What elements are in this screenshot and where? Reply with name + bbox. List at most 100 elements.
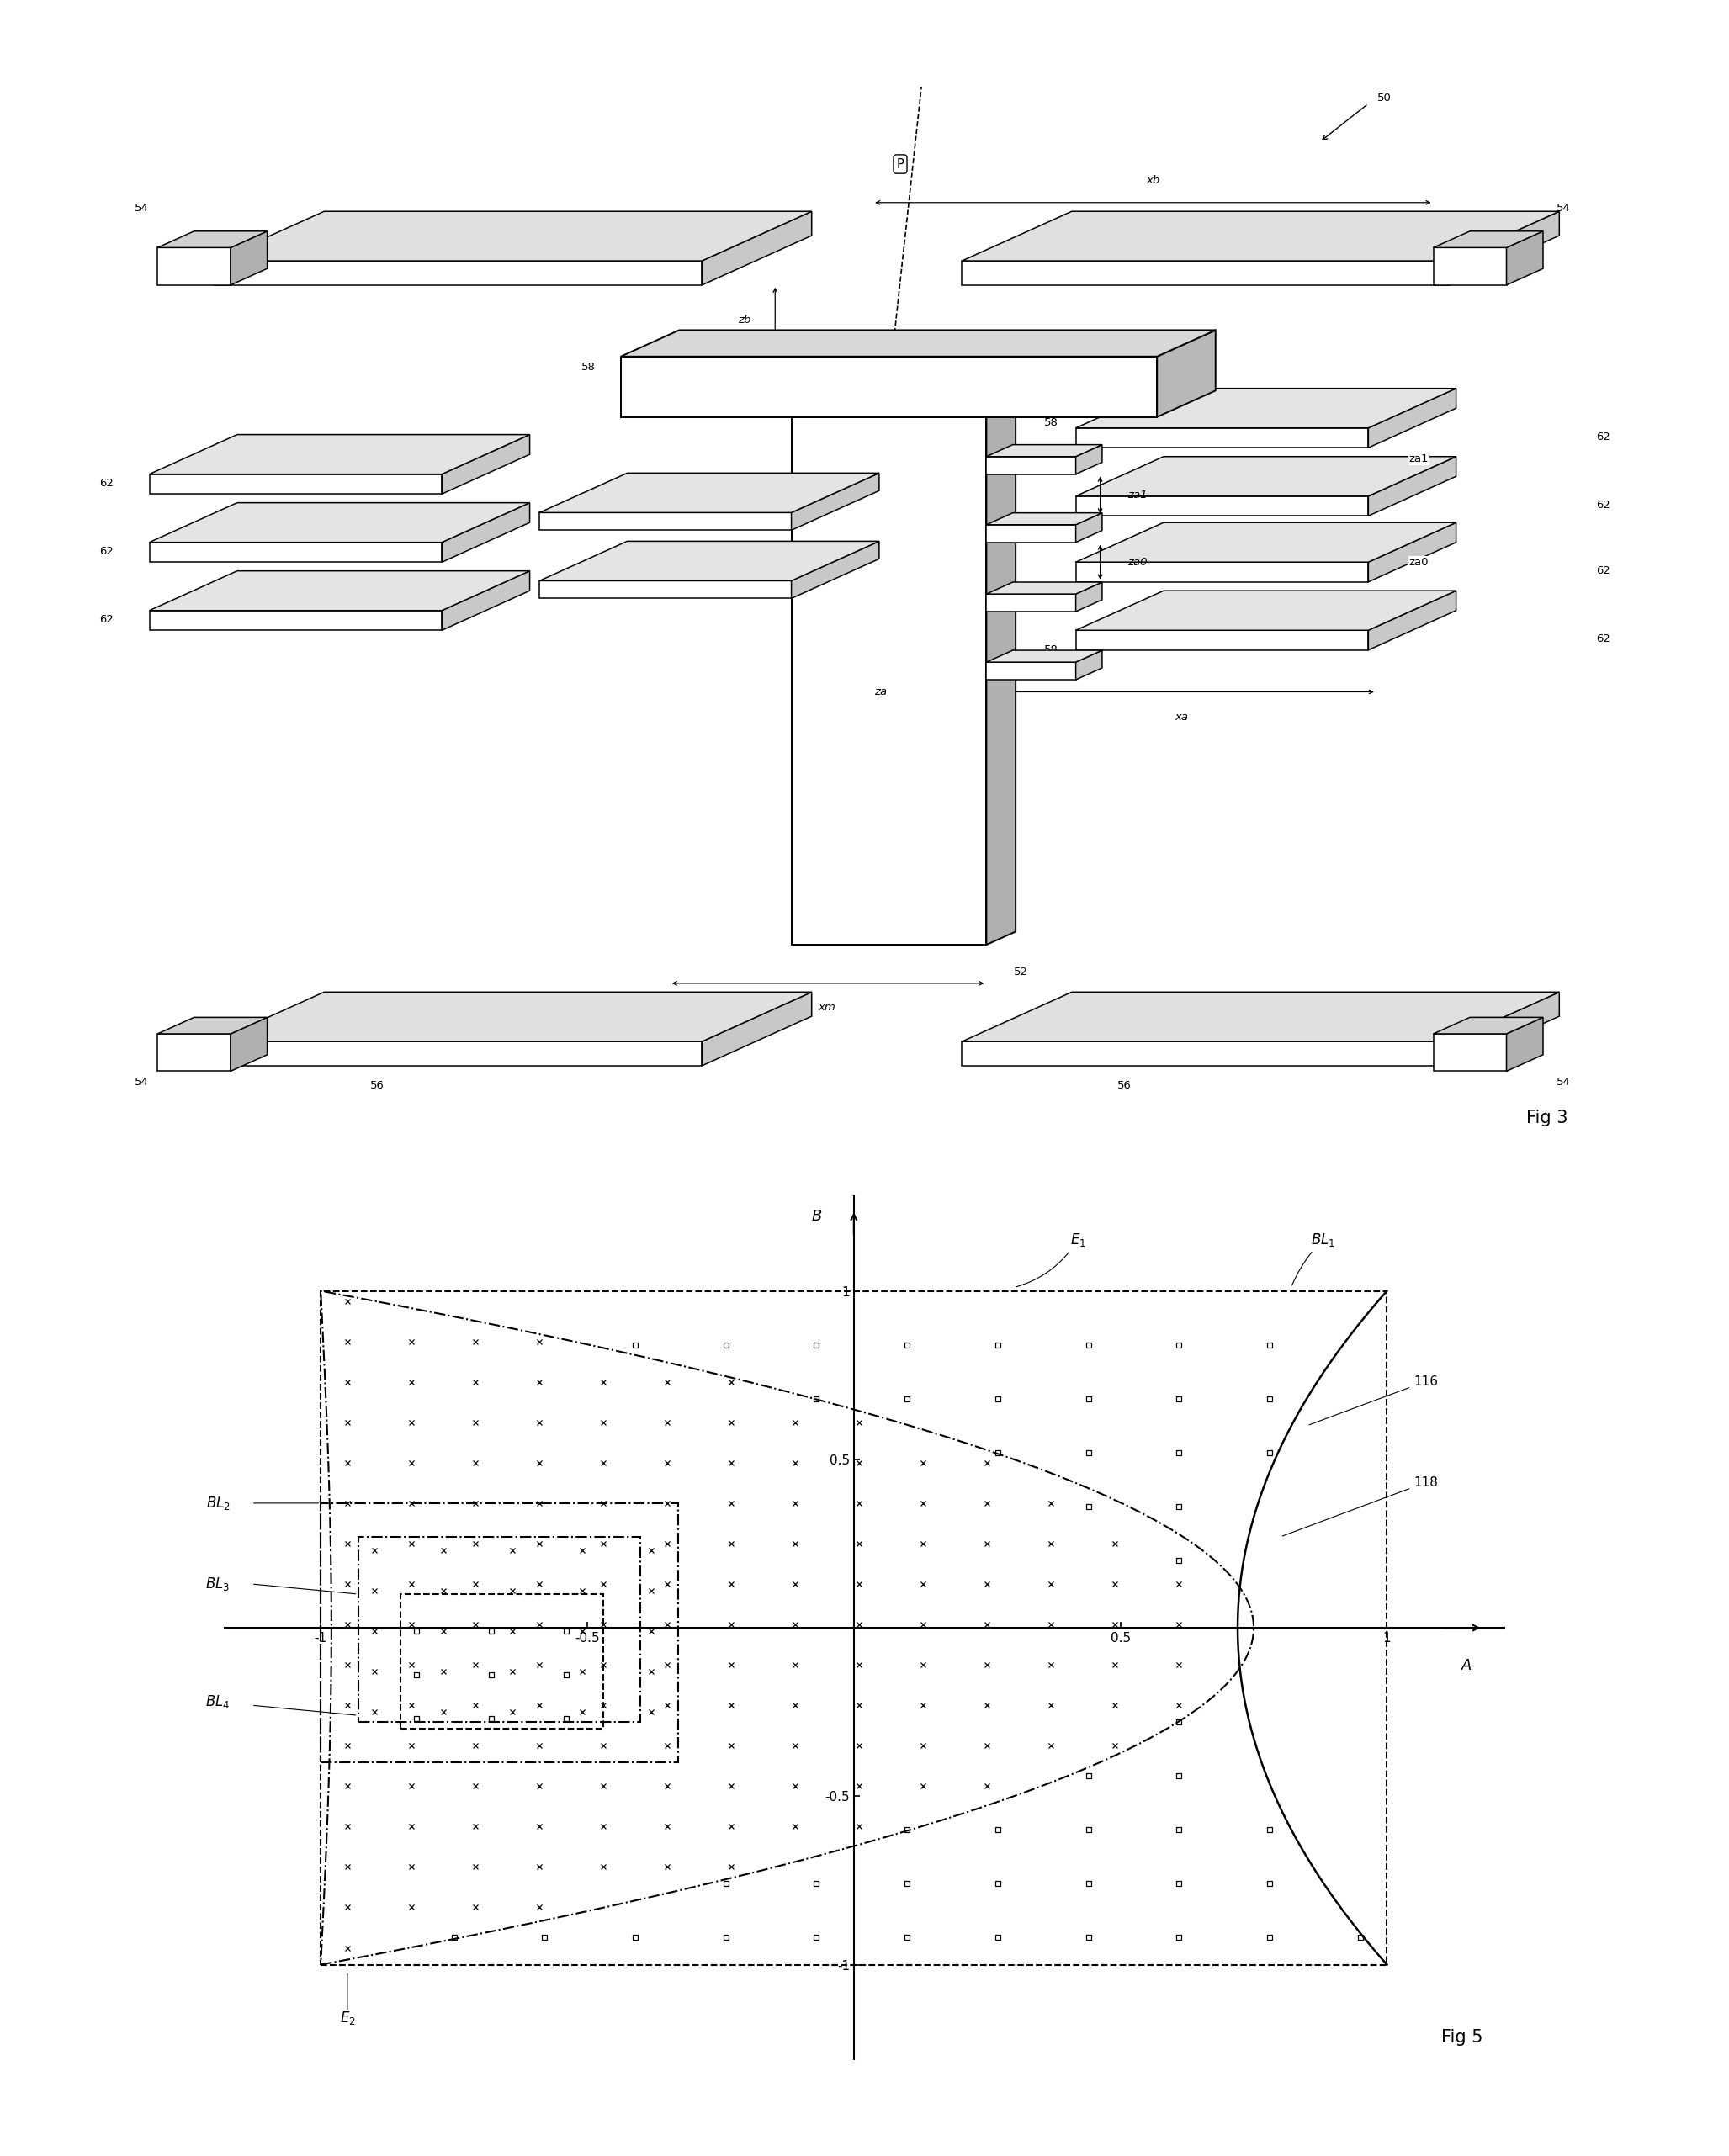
Polygon shape	[1075, 457, 1456, 496]
Text: 62: 62	[1596, 565, 1610, 576]
Polygon shape	[1433, 1018, 1542, 1035]
Text: 56: 56	[1117, 1080, 1132, 1091]
Text: xa: xa	[1174, 711, 1188, 722]
Text: 58: 58	[581, 515, 595, 526]
Text: za1: za1	[1127, 489, 1148, 500]
Text: Fig 3: Fig 3	[1527, 1110, 1568, 1125]
Polygon shape	[230, 231, 268, 285]
Polygon shape	[1506, 231, 1542, 285]
Polygon shape	[1075, 496, 1368, 515]
Bar	[320, 1291, 1387, 1964]
Text: 58: 58	[581, 582, 595, 593]
Polygon shape	[149, 571, 529, 610]
Polygon shape	[986, 595, 1075, 612]
Polygon shape	[1075, 427, 1368, 448]
Text: 54: 54	[1556, 1076, 1570, 1087]
Polygon shape	[539, 541, 878, 580]
Polygon shape	[149, 610, 443, 630]
Polygon shape	[149, 543, 443, 563]
Polygon shape	[230, 1018, 268, 1072]
Bar	[358, 1537, 640, 1723]
Polygon shape	[621, 330, 1215, 356]
Polygon shape	[986, 651, 1101, 662]
Polygon shape	[149, 474, 443, 494]
Polygon shape	[157, 231, 268, 248]
Text: za1: za1	[1409, 453, 1428, 464]
Polygon shape	[1368, 388, 1456, 448]
Text: 62: 62	[1596, 500, 1610, 511]
Polygon shape	[702, 992, 811, 1065]
Text: 62: 62	[100, 614, 114, 625]
Polygon shape	[961, 992, 1560, 1041]
Polygon shape	[1075, 522, 1456, 563]
Text: Fig 5: Fig 5	[1442, 2029, 1483, 2046]
Polygon shape	[1075, 563, 1368, 582]
Text: A: A	[1461, 1658, 1471, 1673]
Text: 62: 62	[100, 545, 114, 556]
Text: xm: xm	[818, 1003, 835, 1013]
Text: 52: 52	[1013, 966, 1029, 977]
Polygon shape	[1157, 330, 1215, 416]
Polygon shape	[443, 436, 529, 494]
Text: 56: 56	[1247, 233, 1262, 244]
Text: 54: 54	[135, 203, 149, 213]
Polygon shape	[214, 992, 811, 1041]
Text: 58: 58	[1044, 416, 1058, 427]
Text: y0: y0	[1018, 382, 1032, 392]
Text: 62: 62	[1596, 431, 1610, 442]
Polygon shape	[214, 211, 811, 261]
Text: za0: za0	[1127, 556, 1148, 567]
Polygon shape	[149, 436, 529, 474]
Text: $BL_2$: $BL_2$	[206, 1494, 230, 1511]
Polygon shape	[986, 662, 1075, 679]
Text: 62: 62	[1596, 634, 1610, 645]
Polygon shape	[986, 524, 1075, 543]
Text: 116: 116	[1309, 1376, 1439, 1425]
Text: 56: 56	[370, 1080, 384, 1091]
Polygon shape	[792, 416, 986, 944]
Polygon shape	[539, 472, 878, 513]
Polygon shape	[443, 571, 529, 630]
Polygon shape	[1075, 591, 1456, 630]
Text: 50: 50	[1378, 93, 1392, 103]
Polygon shape	[1368, 522, 1456, 582]
Polygon shape	[214, 1041, 702, 1065]
Text: 62: 62	[100, 476, 114, 489]
Polygon shape	[986, 444, 1101, 457]
Bar	[320, 1503, 678, 1764]
Polygon shape	[986, 582, 1101, 595]
Polygon shape	[149, 502, 529, 543]
Text: za: za	[875, 686, 887, 696]
Polygon shape	[443, 502, 529, 563]
Text: 58: 58	[1044, 645, 1058, 655]
Polygon shape	[1075, 582, 1101, 612]
Polygon shape	[986, 513, 1101, 524]
Text: $BL_4$: $BL_4$	[206, 1692, 230, 1710]
Polygon shape	[1433, 231, 1542, 248]
Polygon shape	[792, 403, 1015, 416]
Polygon shape	[1449, 211, 1560, 285]
Polygon shape	[1075, 630, 1368, 651]
Text: $BL_3$: $BL_3$	[206, 1576, 230, 1593]
Text: P: P	[897, 157, 904, 170]
Polygon shape	[1075, 444, 1101, 474]
Text: B: B	[811, 1210, 821, 1225]
Polygon shape	[621, 356, 1157, 416]
Polygon shape	[539, 513, 792, 530]
Polygon shape	[961, 261, 1449, 285]
Polygon shape	[1449, 992, 1560, 1065]
Polygon shape	[961, 211, 1560, 261]
Polygon shape	[1506, 1018, 1542, 1072]
Polygon shape	[1075, 513, 1101, 543]
Text: $BL_1$: $BL_1$	[1292, 1231, 1335, 1285]
Bar	[401, 1593, 603, 1729]
Polygon shape	[702, 211, 811, 285]
Text: 118: 118	[1283, 1477, 1439, 1535]
Polygon shape	[214, 261, 702, 285]
Polygon shape	[986, 403, 1015, 944]
Polygon shape	[157, 1035, 230, 1072]
Polygon shape	[1368, 591, 1456, 651]
Polygon shape	[792, 472, 878, 530]
Polygon shape	[1433, 248, 1506, 285]
Polygon shape	[1368, 457, 1456, 515]
